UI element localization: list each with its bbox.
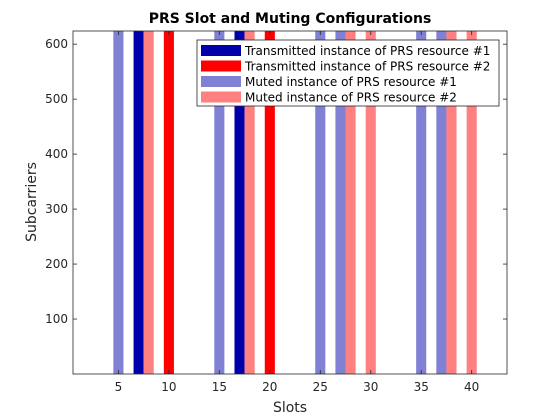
y-tick-label: 300 xyxy=(45,202,68,216)
y-tick-label: 400 xyxy=(45,147,68,161)
y-axis: 100 200 300 400 500 600 xyxy=(45,37,507,326)
y-axis-title: Subcarriers xyxy=(24,162,40,242)
bar-series-2-slot-10 xyxy=(163,31,174,374)
bar-series-4-slot-30 xyxy=(365,31,376,374)
bar-series-3-slot-5 xyxy=(113,31,124,374)
x-tick-label: 40 xyxy=(464,380,479,394)
bar-series-4-slot-38 xyxy=(446,31,457,374)
legend-label-2: Transmitted instance of PRS resource #2 xyxy=(244,60,490,74)
bar-series-4-slot-28 xyxy=(345,31,356,374)
y-tick-label: 600 xyxy=(45,37,68,51)
bar-series-3-slot-15 xyxy=(214,31,225,374)
bar-series-3-slot-27 xyxy=(335,31,346,374)
legend-box xyxy=(196,39,500,107)
y-tick-label: 200 xyxy=(45,257,68,271)
bar-series-3-slot-35 xyxy=(416,31,427,374)
legend-swatch-1 xyxy=(201,45,241,56)
bar-series-4-slot-18 xyxy=(244,31,255,374)
legend-swatch-3 xyxy=(201,76,241,87)
bar-series-2-slot-20 xyxy=(264,31,275,374)
bar-series-1-slot-7 xyxy=(133,31,144,374)
x-tick-label: 15 xyxy=(212,380,227,394)
bar-series-4-slot-40 xyxy=(466,31,477,374)
bar-series-4-slot-8 xyxy=(143,31,154,374)
legend-label-1: Transmitted instance of PRS resource #1 xyxy=(244,44,490,58)
bar-series-3-slot-37 xyxy=(436,31,447,374)
x-tick-label: 10 xyxy=(161,380,176,394)
x-tick-label: 20 xyxy=(262,380,277,394)
legend: Transmitted instance of PRS resource #1 T… xyxy=(196,39,500,107)
chart-title: PRS Slot and Muting Configurations xyxy=(149,11,432,27)
legend-swatch-2 xyxy=(201,60,241,72)
y-tick-label: 100 xyxy=(45,312,68,326)
x-axis: 5 10 15 20 25 30 35 40 xyxy=(115,31,479,394)
bar-series-3-slot-25 xyxy=(315,31,326,374)
plot-frame xyxy=(72,30,508,375)
x-axis-title: Slots xyxy=(273,400,307,416)
x-tick-label: 25 xyxy=(313,380,328,394)
bars-group xyxy=(113,31,477,374)
x-tick-label: 30 xyxy=(363,380,378,394)
bar-series-1-slot-17 xyxy=(234,31,245,374)
x-tick-label: 5 xyxy=(115,380,123,394)
legend-label-3: Muted instance of PRS resource #1 xyxy=(245,75,457,89)
x-tick-label: 35 xyxy=(414,380,429,394)
y-tick-label: 500 xyxy=(45,92,68,106)
legend-label-4: Muted instance of PRS resource #2 xyxy=(245,91,457,105)
legend-swatch-4 xyxy=(201,91,241,103)
